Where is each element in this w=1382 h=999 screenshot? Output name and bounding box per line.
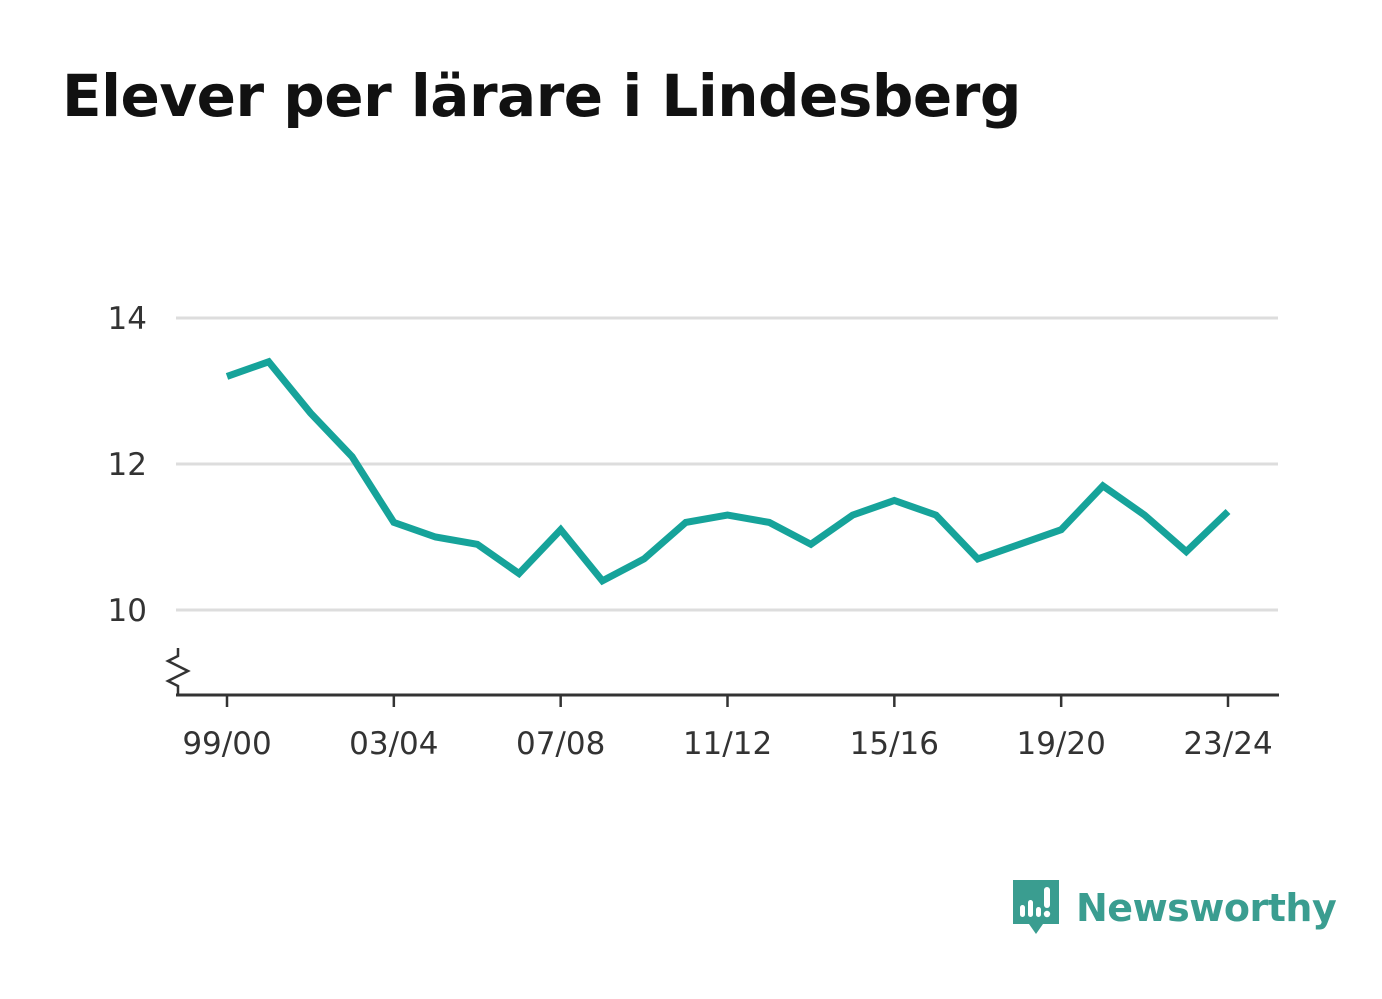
x-tick-label-03-04: 03/04	[349, 726, 438, 762]
newsworthy-logo-icon	[1013, 880, 1059, 934]
y-tick-label-10: 10	[108, 593, 147, 629]
brand-logo: Newsworthy	[1010, 878, 1337, 938]
y-tick-label-12: 12	[108, 447, 147, 483]
series-line-0	[225, 357, 1231, 586]
x-tick-label-11-12: 11/12	[683, 726, 772, 762]
x-tick-label-23-24: 23/24	[1183, 726, 1272, 762]
chart-title: Elever per lärare i Lindesberg	[62, 62, 1021, 130]
x-axis	[165, 648, 1279, 707]
y-tick-label-14: 14	[108, 301, 147, 337]
gridlines	[176, 316, 1278, 612]
x-tick-label-15-16: 15/16	[850, 726, 939, 762]
x-tick-label-19-20: 19/20	[1016, 726, 1105, 762]
series-layer	[225, 357, 1231, 586]
brand-name: Newsworthy	[1076, 886, 1337, 930]
x-tick-labels: 99/00 03/04 07/08 11/12 15/16 19/20 23/24	[182, 726, 1272, 762]
axis-break-icon	[165, 648, 191, 695]
x-tick-label-07-08: 07/08	[516, 726, 605, 762]
x-tick-label-99-00: 99/00	[182, 726, 271, 762]
y-tick-labels: 10 12 14	[108, 301, 147, 629]
